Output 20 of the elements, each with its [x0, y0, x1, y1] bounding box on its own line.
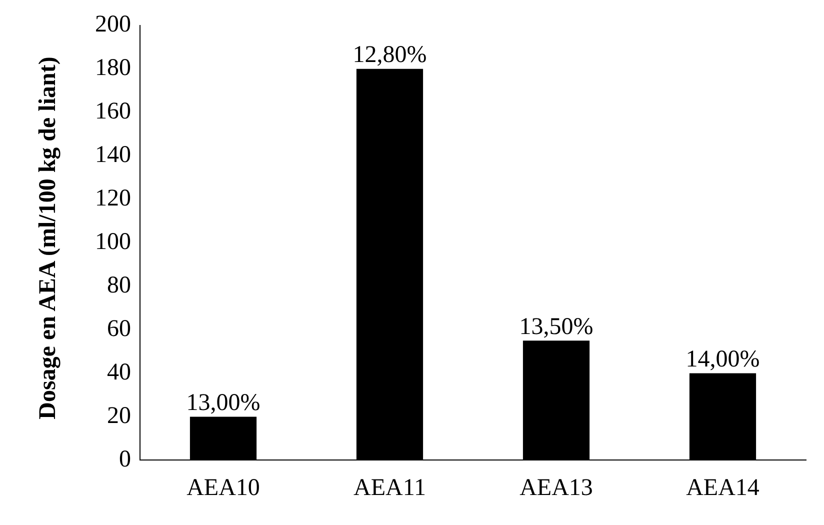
annotation: 12,80%	[352, 42, 427, 68]
y-tick-label: 120	[95, 186, 131, 212]
x-tick-label: AEA11	[354, 474, 426, 501]
y-tick-label: 0	[119, 446, 131, 472]
y-tick-label: 20	[107, 403, 131, 430]
y-tick-label: 100	[95, 229, 131, 256]
annotation: 13,50%	[519, 314, 594, 340]
y-tick-label: 160	[95, 98, 131, 125]
x-tick-label: AEA10	[186, 474, 260, 501]
y-tick-label: 60	[107, 316, 131, 342]
annotation: 14,00%	[686, 346, 760, 373]
y-tick-label: 180	[95, 55, 131, 82]
y-tick-label: 200	[95, 12, 131, 38]
y-tick-label: 40	[107, 360, 131, 386]
annotation: 13,00%	[186, 390, 260, 416]
x-tick-label: AEA13	[520, 474, 593, 501]
y-tick-label: 80	[107, 272, 131, 299]
x-tick-label: AEA14	[686, 474, 760, 501]
y-axis-title: Dosage en AEA (ml/100 kg de liant)	[34, 56, 62, 422]
y-tick-label: 140	[95, 142, 131, 168]
